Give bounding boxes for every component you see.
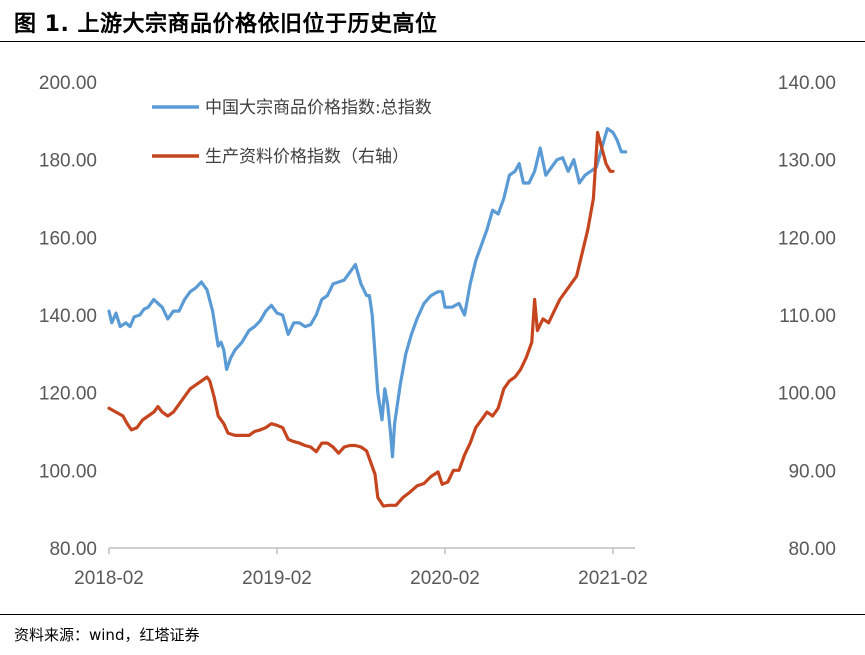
left-tick-label: 160.00 (39, 228, 97, 249)
left-tick-label: 120.00 (39, 384, 97, 405)
right-tick-label: 100.00 (778, 384, 836, 405)
left-axis-ticks: 80.00 100.00 120.00 140.00 160.00 180.00 200.0… (39, 73, 97, 560)
right-tick-label: 130.00 (778, 151, 836, 172)
legend-label-producer-price-index: 生产资料价格指数（右轴） (205, 147, 409, 167)
source-note: 资料来源：wind，红塔证券 (14, 626, 200, 644)
series-line-producer-price-index (107, 130, 615, 508)
right-tick-label: 140.00 (778, 73, 836, 94)
series-layer (107, 127, 628, 508)
x-tick-label: 2019-02 (242, 568, 312, 589)
legend-label-commodity-index: 中国大宗商品价格指数:总指数 (205, 98, 432, 118)
right-tick-label: 80.00 (788, 539, 836, 560)
footer-divider (0, 614, 865, 615)
title-divider (0, 41, 865, 42)
series-line-commodity-index (107, 127, 628, 459)
left-tick-label: 180.00 (39, 151, 97, 172)
left-tick-label: 200.00 (39, 73, 97, 94)
figure-title: 图 1. 上游大宗商品价格依旧位于历史高位 (14, 12, 438, 37)
left-tick-label: 100.00 (39, 461, 97, 482)
x-axis-ticks: 2018-02 2019-02 2020-02 2021-02 (74, 548, 648, 589)
left-tick-label: 80.00 (49, 539, 97, 560)
x-tick-label: 2020-02 (410, 568, 480, 589)
right-tick-label: 90.00 (788, 461, 836, 482)
x-tick-label: 2021-02 (578, 568, 648, 589)
left-tick-label: 140.00 (39, 306, 97, 327)
right-tick-label: 120.00 (778, 228, 836, 249)
x-tick-label: 2018-02 (74, 568, 144, 589)
chart: 80.00 100.00 120.00 140.00 160.00 180.00 200.0… (39, 73, 836, 589)
right-tick-label: 110.00 (779, 306, 836, 327)
right-axis-ticks: 80.00 90.00 100.00 110.00 120.00 130.00 140.00 (778, 73, 836, 560)
